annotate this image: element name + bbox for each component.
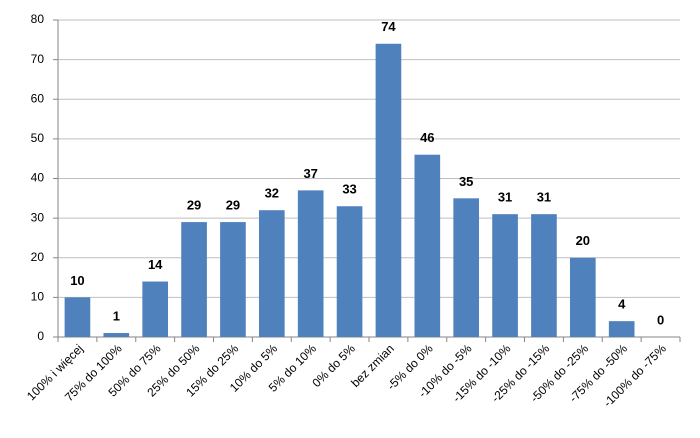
data-label: 1 <box>113 308 120 323</box>
data-label: 35 <box>459 174 473 189</box>
data-label: 29 <box>226 198 240 213</box>
y-tick-label: 20 <box>31 250 45 264</box>
y-tick-label: 10 <box>31 290 45 304</box>
bar <box>375 43 402 338</box>
data-label: 37 <box>303 166 317 181</box>
y-tick-label: 30 <box>31 210 45 224</box>
data-label: 31 <box>498 190 512 205</box>
bar <box>414 154 441 337</box>
y-tick-label: 40 <box>31 171 45 185</box>
bar <box>64 297 91 337</box>
y-tick-label: 50 <box>31 131 45 145</box>
y-tick-label: 70 <box>31 52 45 66</box>
bar <box>258 210 285 337</box>
y-tick-label: 0 <box>37 329 44 343</box>
data-label: 14 <box>148 257 163 272</box>
bar <box>297 190 324 337</box>
data-label: 0 <box>657 312 664 327</box>
bar <box>492 214 518 337</box>
data-label: 32 <box>265 186 279 201</box>
data-label: 20 <box>576 233 590 248</box>
bar <box>569 257 596 337</box>
bar <box>142 281 169 337</box>
bar <box>608 321 635 337</box>
bar <box>181 222 207 337</box>
bar <box>453 198 480 337</box>
data-label: 4 <box>618 297 626 312</box>
y-tick-label: 60 <box>31 91 45 105</box>
data-label: 29 <box>187 198 201 213</box>
bar <box>220 222 246 337</box>
data-label: 31 <box>537 190 551 205</box>
bar <box>531 214 557 337</box>
data-label: 10 <box>70 273 84 288</box>
y-tick-label: 80 <box>31 12 45 26</box>
data-label: 74 <box>381 19 396 34</box>
bar <box>103 333 130 337</box>
data-label: 46 <box>420 130 434 145</box>
data-label: 33 <box>342 182 356 197</box>
bar <box>336 206 363 337</box>
